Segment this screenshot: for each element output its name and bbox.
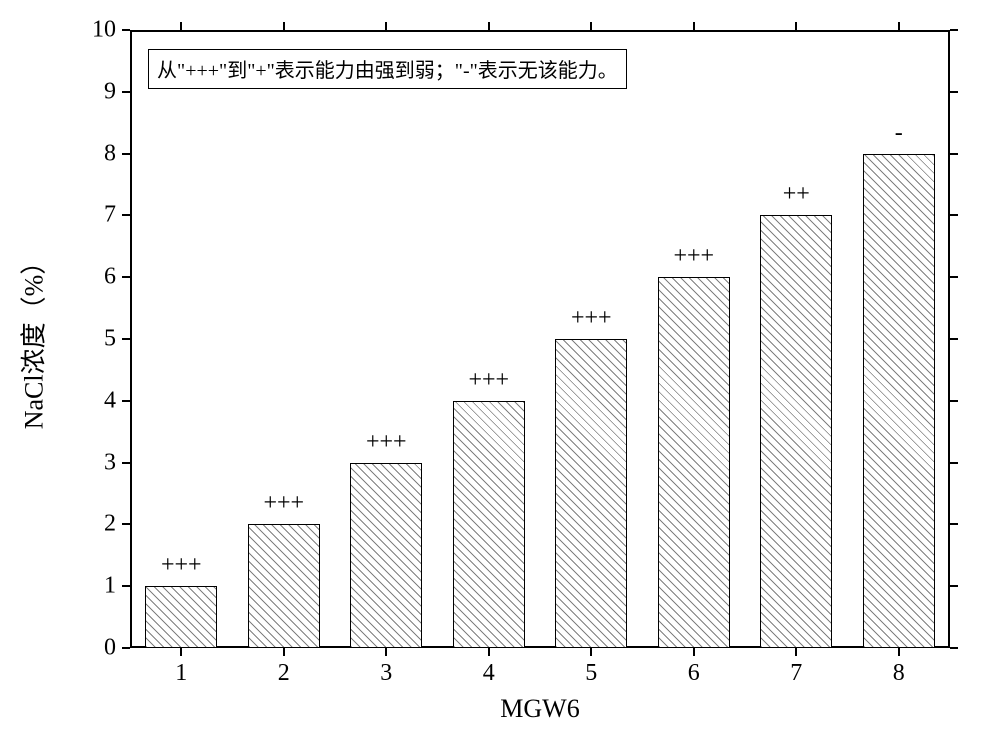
y-tick-label: 1 — [56, 573, 116, 600]
y-tick-label: 4 — [56, 387, 116, 414]
x-axis-title: MGW6 — [500, 694, 579, 724]
bar-value-label: - — [895, 120, 903, 147]
axis-left — [130, 30, 132, 648]
x-tick-label: 2 — [278, 660, 290, 687]
y-tick-label: 7 — [56, 202, 116, 229]
x-tick-label: 7 — [790, 660, 802, 687]
y-tick — [122, 214, 130, 216]
y-tick — [122, 400, 130, 402]
bar-value-label: +++ — [161, 552, 202, 579]
y-tick — [122, 647, 130, 649]
y-tick-right — [950, 214, 958, 216]
x-tick-label: 6 — [688, 660, 700, 687]
bar-value-label: +++ — [263, 490, 304, 517]
y-tick-label: 0 — [56, 635, 116, 662]
y-tick — [122, 462, 130, 464]
y-tick-label: 5 — [56, 326, 116, 353]
x-tick — [795, 648, 797, 656]
x-tick-top — [693, 22, 695, 30]
bar-value-label: +++ — [673, 243, 714, 270]
x-tick-label: 3 — [380, 660, 392, 687]
bar — [248, 524, 320, 648]
caption-box: 从"+++"到"+"表示能力由强到弱；"-"表示无该能力。 — [148, 49, 627, 89]
x-tick-top — [180, 22, 182, 30]
bar — [863, 154, 935, 648]
y-tick-right — [950, 462, 958, 464]
y-tick — [122, 29, 130, 31]
y-tick — [122, 338, 130, 340]
y-tick — [122, 523, 130, 525]
chart-container: 0 1 2 3 4 5 6 7 8 9 10 1 +++ 2 +++ 3 +++ 4 +++ 5 +++ 6 +++ 7 ++ 8… — [0, 0, 1000, 737]
bar — [555, 339, 627, 648]
bar — [145, 586, 217, 648]
x-tick-top — [488, 22, 490, 30]
x-tick — [385, 648, 387, 656]
x-tick — [590, 648, 592, 656]
y-tick-label: 10 — [56, 17, 116, 44]
y-tick-label: 8 — [56, 140, 116, 167]
y-tick-right — [950, 91, 958, 93]
x-tick — [693, 648, 695, 656]
y-tick-right — [950, 400, 958, 402]
bar-value-label: +++ — [468, 367, 509, 394]
x-tick-label: 1 — [175, 660, 187, 687]
bar-value-label: ++ — [783, 181, 810, 208]
x-tick-label: 8 — [893, 660, 905, 687]
bar — [760, 215, 832, 648]
y-tick-right — [950, 276, 958, 278]
x-tick-top — [898, 22, 900, 30]
x-tick-label: 4 — [483, 660, 495, 687]
bar-value-label: +++ — [571, 305, 612, 332]
plot-area: 0123456789101+++2+++3+++4+++5+++6+++7++8… — [130, 30, 950, 648]
y-tick-right — [950, 523, 958, 525]
bar — [658, 277, 730, 648]
y-tick — [122, 276, 130, 278]
x-tick-top — [590, 22, 592, 30]
x-tick-top — [283, 22, 285, 30]
x-tick — [898, 648, 900, 656]
y-tick — [122, 585, 130, 587]
y-axis-title: NaCl浓度（%） — [14, 249, 51, 430]
x-tick — [488, 648, 490, 656]
x-tick — [180, 648, 182, 656]
y-tick-label: 9 — [56, 78, 116, 105]
x-tick-top — [795, 22, 797, 30]
y-tick-label: 3 — [56, 449, 116, 476]
y-tick-label: 6 — [56, 264, 116, 291]
y-tick-right — [950, 647, 958, 649]
y-tick-right — [950, 338, 958, 340]
y-tick — [122, 91, 130, 93]
bar — [350, 463, 422, 648]
y-tick-right — [950, 29, 958, 31]
x-tick — [283, 648, 285, 656]
y-tick-right — [950, 585, 958, 587]
x-tick-top — [385, 22, 387, 30]
y-tick-right — [950, 153, 958, 155]
y-tick-label: 2 — [56, 511, 116, 538]
bar — [453, 401, 525, 648]
y-tick — [122, 153, 130, 155]
bar-value-label: +++ — [366, 429, 407, 456]
axis-top — [130, 30, 950, 32]
x-tick-label: 5 — [585, 660, 597, 687]
